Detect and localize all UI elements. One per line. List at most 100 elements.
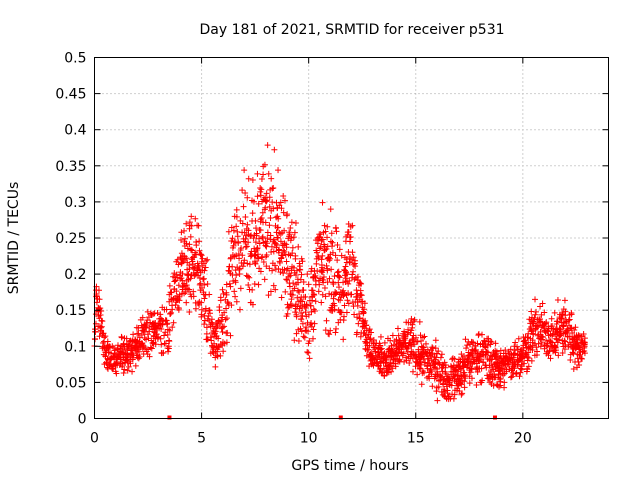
data-point [153, 331, 160, 338]
data-point [345, 300, 352, 307]
data-point [291, 285, 298, 292]
data-point [311, 307, 318, 314]
data-point [318, 299, 325, 306]
data-point [405, 326, 412, 333]
data-point [316, 245, 323, 252]
data-point [272, 240, 279, 247]
data-point [305, 349, 312, 356]
data-point [263, 190, 270, 197]
data-point [387, 359, 394, 366]
data-point [163, 321, 170, 328]
data-point [370, 337, 377, 344]
data-point [266, 203, 273, 210]
data-point [148, 345, 155, 352]
data-point [319, 291, 326, 298]
data-point [157, 311, 164, 318]
data-point [257, 268, 264, 275]
data-point [200, 276, 207, 283]
data-point [254, 251, 261, 258]
data-point [473, 381, 480, 388]
data-point [349, 249, 356, 256]
data-point [323, 246, 330, 253]
data-point [293, 330, 300, 337]
gap-marker [338, 415, 343, 420]
data-point [236, 306, 243, 313]
data-point [319, 252, 326, 259]
data-point [414, 338, 421, 345]
data-point [198, 252, 205, 259]
data-point [158, 341, 165, 348]
data-point [569, 349, 576, 356]
data-point [132, 348, 139, 355]
data-point [98, 317, 105, 324]
data-point [417, 358, 424, 365]
data-point [95, 287, 102, 294]
data-point [352, 257, 359, 264]
data-point [227, 332, 234, 339]
data-point [198, 299, 205, 306]
data-point [348, 291, 355, 298]
data-point [264, 197, 271, 204]
data-point [290, 234, 297, 241]
data-point [326, 331, 333, 338]
data-point [480, 359, 487, 366]
data-point [150, 310, 157, 317]
data-point [152, 341, 159, 348]
data-point [202, 305, 209, 312]
data-point [347, 233, 354, 240]
data-point [318, 256, 325, 263]
data-point [223, 291, 230, 298]
data-point [296, 305, 303, 312]
data-point [189, 261, 196, 268]
y-tick-label: 0.25 [55, 231, 86, 247]
data-point [308, 268, 315, 275]
data-point [296, 288, 303, 295]
data-point [558, 315, 565, 322]
data-point [249, 301, 256, 308]
data-point [228, 238, 235, 245]
data-point [267, 288, 274, 295]
data-point [313, 249, 320, 256]
data-point [258, 175, 265, 182]
data-point [361, 300, 368, 307]
data-point [361, 306, 368, 313]
data-point [335, 273, 342, 280]
axis-ticks [94, 57, 609, 419]
data-point [548, 315, 555, 322]
data-point [277, 199, 284, 206]
data-point [294, 294, 301, 301]
data-point [441, 386, 448, 393]
data-point [345, 228, 352, 235]
data-point [237, 285, 244, 292]
data-point [260, 259, 267, 265]
data-point [566, 322, 573, 329]
data-point [532, 296, 539, 303]
data-point [259, 209, 266, 216]
data-point [144, 331, 151, 338]
data-point [128, 338, 135, 345]
data-point [154, 309, 161, 316]
data-point [286, 231, 293, 238]
data-point [293, 267, 300, 274]
data-point [301, 334, 308, 341]
data-point [311, 320, 318, 327]
data-point [206, 291, 213, 298]
data-point [298, 255, 305, 262]
data-point [264, 229, 271, 236]
data-point [377, 346, 384, 353]
data-point [226, 280, 233, 287]
data-point [288, 296, 295, 303]
data-point [243, 243, 250, 250]
data-point [165, 345, 172, 352]
data-point [120, 369, 127, 376]
data-point [393, 336, 400, 343]
data-point [298, 328, 305, 335]
data-point [345, 280, 352, 287]
data-point [204, 280, 211, 287]
data-point [276, 259, 283, 266]
data-point [99, 340, 106, 347]
data-point [187, 246, 194, 253]
data-point [169, 306, 176, 313]
data-point [327, 238, 334, 245]
